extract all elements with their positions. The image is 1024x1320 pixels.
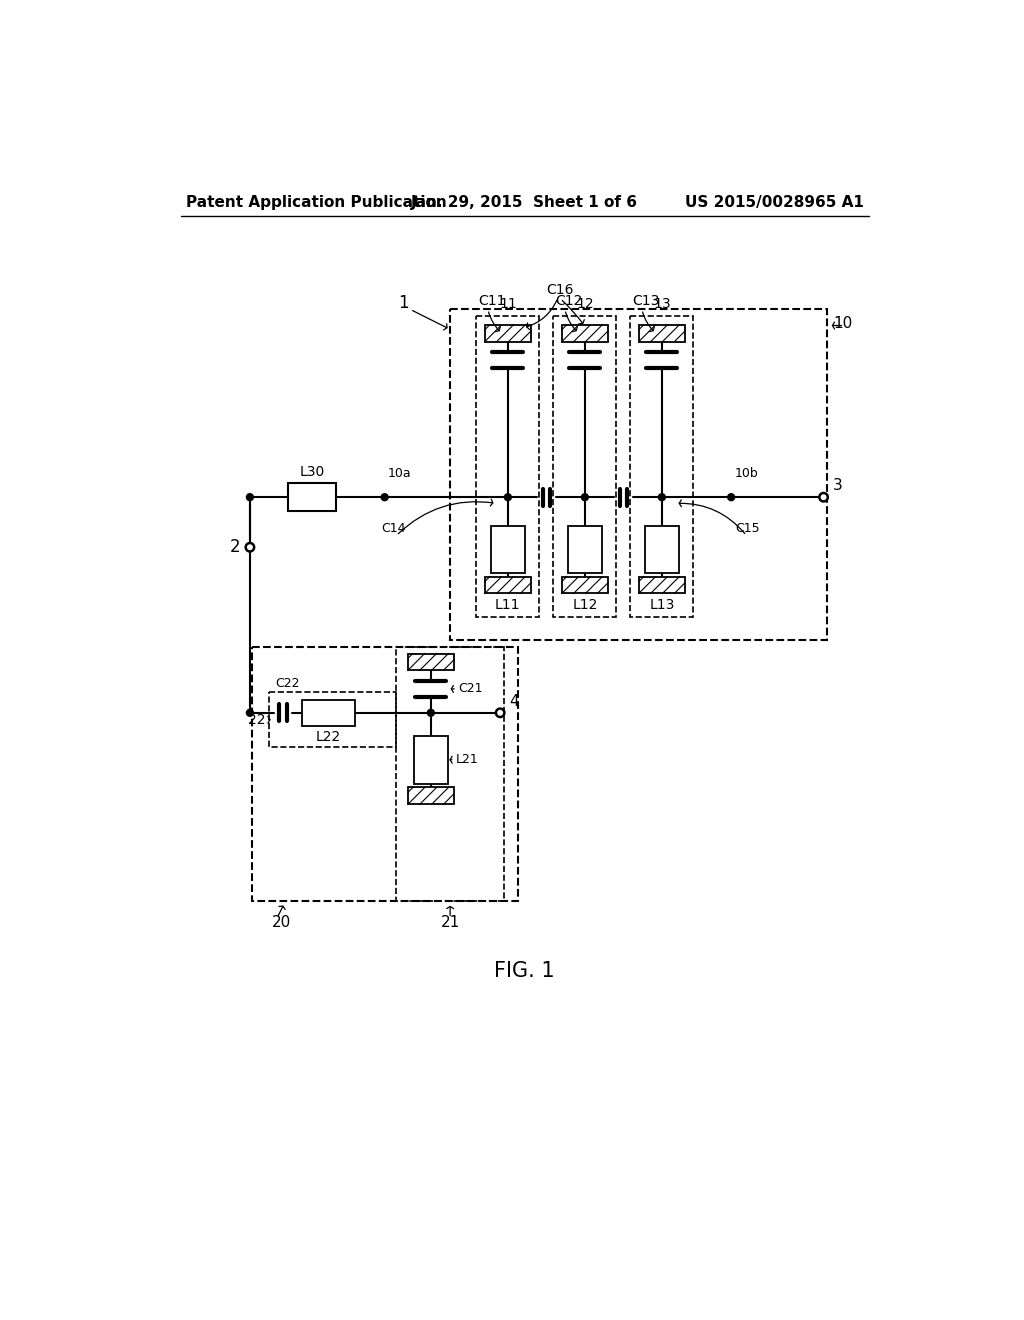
Bar — [414, 737, 447, 784]
Circle shape — [427, 709, 434, 717]
Circle shape — [381, 494, 388, 500]
Text: 12: 12 — [577, 297, 594, 312]
Circle shape — [246, 543, 254, 552]
Text: 2: 2 — [230, 539, 241, 556]
Text: US 2015/0028965 A1: US 2015/0028965 A1 — [685, 195, 863, 210]
Text: FIG. 1: FIG. 1 — [495, 961, 555, 981]
Circle shape — [247, 709, 253, 717]
Bar — [408, 653, 454, 671]
Text: L30: L30 — [300, 466, 325, 479]
Bar — [568, 527, 602, 573]
Bar — [301, 700, 355, 726]
Text: C12: C12 — [556, 294, 583, 308]
Text: 1: 1 — [398, 294, 410, 312]
Circle shape — [728, 494, 734, 500]
Text: C15: C15 — [735, 521, 760, 535]
Text: 4: 4 — [509, 694, 519, 709]
Text: C22: C22 — [275, 677, 300, 689]
Text: L21: L21 — [456, 754, 478, 767]
Text: 22: 22 — [248, 713, 265, 727]
Bar — [484, 325, 531, 342]
Circle shape — [582, 494, 589, 500]
Text: 21: 21 — [440, 915, 460, 931]
Text: 10: 10 — [834, 317, 853, 331]
Text: 13: 13 — [653, 297, 671, 312]
Bar — [289, 483, 336, 511]
Bar — [396, 647, 504, 902]
Bar — [639, 577, 685, 594]
Text: 20: 20 — [271, 915, 291, 931]
Bar — [484, 577, 531, 594]
Bar — [631, 317, 693, 616]
Text: 10a: 10a — [388, 467, 412, 480]
Text: L11: L11 — [496, 598, 520, 612]
Bar — [562, 577, 608, 594]
Bar — [408, 788, 454, 804]
Bar — [476, 317, 540, 616]
Text: L22: L22 — [315, 730, 341, 743]
Bar — [562, 325, 608, 342]
Text: L12: L12 — [572, 598, 598, 612]
Text: C21: C21 — [458, 682, 482, 696]
Text: L13: L13 — [649, 598, 675, 612]
Bar — [451, 309, 827, 640]
Circle shape — [658, 494, 666, 500]
Circle shape — [496, 709, 505, 717]
Circle shape — [505, 494, 511, 500]
Text: C13: C13 — [633, 294, 660, 308]
Bar — [490, 527, 525, 573]
Text: C11: C11 — [478, 294, 506, 308]
Circle shape — [819, 492, 827, 502]
Bar — [553, 317, 616, 616]
Text: 10b: 10b — [734, 467, 758, 480]
Bar — [645, 527, 679, 573]
Text: C14: C14 — [381, 521, 406, 535]
Bar — [639, 325, 685, 342]
Text: Jan. 29, 2015  Sheet 1 of 6: Jan. 29, 2015 Sheet 1 of 6 — [412, 195, 638, 210]
Bar — [269, 692, 396, 747]
Text: 3: 3 — [833, 478, 843, 494]
Text: Patent Application Publication: Patent Application Publication — [186, 195, 446, 210]
Text: 11: 11 — [499, 297, 517, 312]
Bar — [252, 647, 518, 902]
Text: C16: C16 — [547, 282, 574, 297]
Circle shape — [247, 494, 253, 500]
